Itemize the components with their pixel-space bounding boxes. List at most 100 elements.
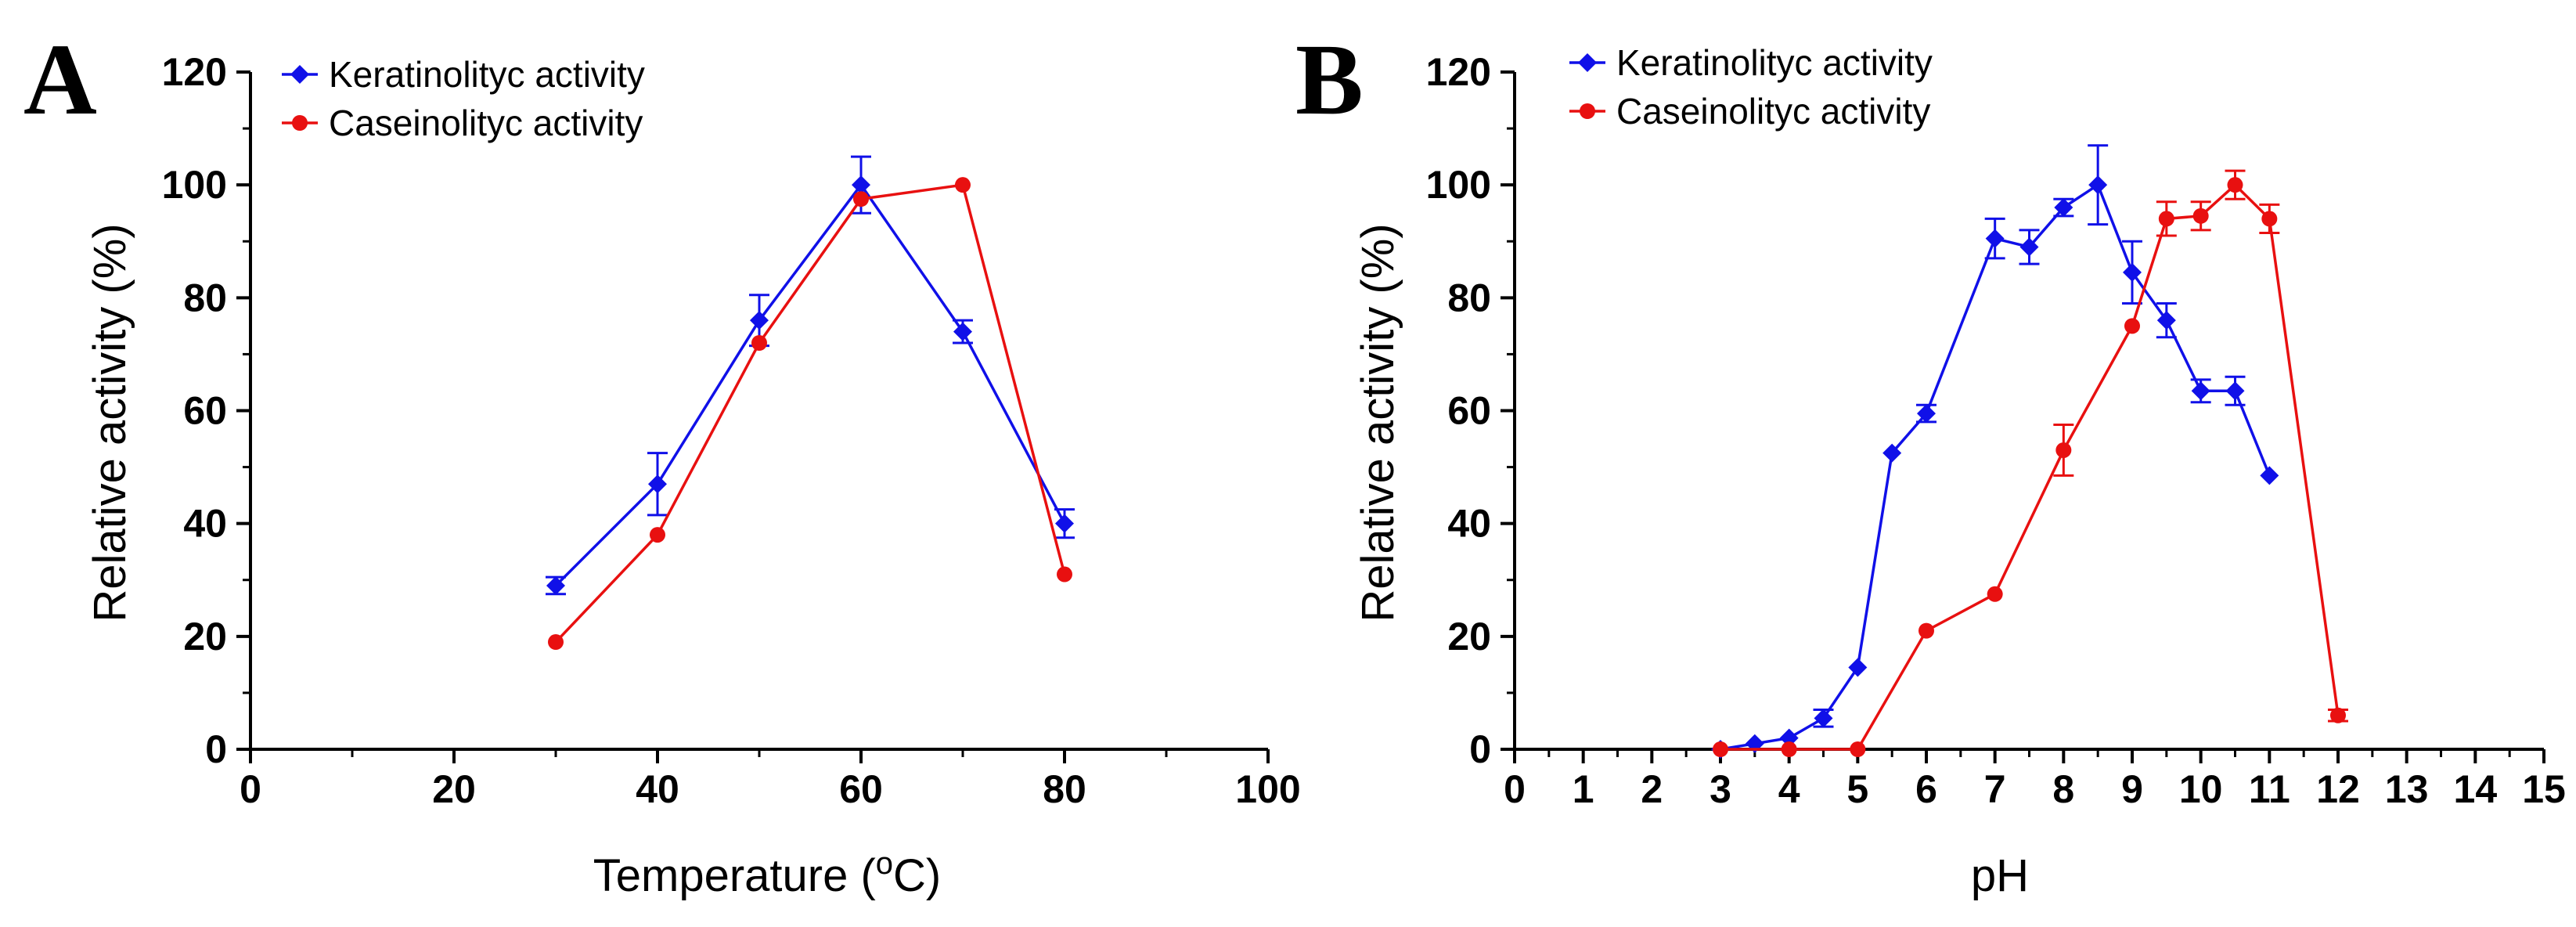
panel-b-x-tick-label: 15 <box>2522 767 2566 811</box>
panel-a-series-caseinolytic-point <box>1057 566 1072 583</box>
panel-b-series-caseinolytic-point <box>2330 707 2346 723</box>
panel-b-series-keratinolytic-point <box>1779 728 1799 748</box>
panel-b-x-tick-label: 2 <box>1641 767 1663 811</box>
panel-b-series-keratinolytic-point <box>2088 175 2108 195</box>
panel-b-series-caseinolytic-line <box>1720 182 2340 751</box>
panel-b-series-caseinolytic-point <box>1850 741 1866 757</box>
panel-b-series-keratinolytic-point <box>2054 198 2073 217</box>
panel-b-series-keratinolytic-line <box>1720 182 2271 751</box>
panel-a-x-tick-label: 0 <box>240 767 261 811</box>
panel-b-legend: Keratinolityc activity Caseinolityc activ… <box>1569 42 1933 132</box>
panel-b-series-keratinolytic-legend-label: Keratinolityc activity <box>1616 42 1933 83</box>
panel-b-series-caseinolytic-point <box>2261 211 2278 227</box>
panel-a-x-tick-label: 40 <box>636 767 679 811</box>
panel-b-x-tick-label: 4 <box>1778 767 1800 811</box>
panel-b-series-caseinolytic-point <box>1918 622 1934 639</box>
panel-b-series-caseinolytic-point <box>1713 741 1728 757</box>
panel-b-x-tick-label: 9 <box>2121 767 2143 811</box>
panel-a-y-tick-label: 100 <box>162 163 227 207</box>
panel-b-series-keratinolytic-legend-marker <box>1578 53 1597 72</box>
panel-a-series-keratinolytic-point <box>648 474 667 494</box>
panel-b-x-tick-label: 8 <box>2052 767 2074 811</box>
panel-a-x-axis-title: Temperature (oC) <box>593 846 941 901</box>
panel-b-series-keratinolytic-point <box>2019 237 2039 257</box>
panel-a-series-caseinolytic-legend-label: Caseinolityc activity <box>329 103 643 143</box>
panel-b-series-caseinolytic-legend-marker <box>1580 103 1595 119</box>
panel-b-series-keratinolytic-point <box>1985 229 2005 248</box>
panel-b-y-tick-label: 40 <box>1447 502 1491 546</box>
panel-b-y-axis-title: Relative activity (%) <box>1353 223 1403 622</box>
panel-b-x-tick-label: 10 <box>2179 767 2223 811</box>
panel-a-y-tick-label: 80 <box>183 276 227 319</box>
panel-a-x-tick-label: 20 <box>432 767 476 811</box>
panel-a-y-tick-label: 20 <box>183 615 227 658</box>
panel-a-series-caseinolytic-point <box>955 177 971 193</box>
panel-b-y-tick-label: 60 <box>1447 389 1491 433</box>
panel-b-x-tick-label: 11 <box>2249 767 2290 811</box>
panel-a-marks <box>546 155 1075 651</box>
panel-a-x-axis-title-sup: o <box>876 846 893 881</box>
panel-b-y-tick-label: 120 <box>1426 50 1491 94</box>
panel-a-series-caseinolytic-point <box>853 191 869 207</box>
panel-b-series-caseinolytic-point <box>1781 741 1797 757</box>
panel-b-letter: B <box>1295 23 1364 136</box>
panel-b-x-tick-label: 7 <box>1984 767 2006 811</box>
panel-b-x-tick-label: 1 <box>1573 767 1594 811</box>
panel-a-series-keratinolytic-legend-marker <box>290 65 309 84</box>
panel-b-series-keratinolytic-point <box>1917 404 1936 424</box>
panel-a-series-caseinolytic-point <box>650 527 665 543</box>
panel-b-x-tick-label: 14 <box>2454 767 2498 811</box>
panel-b-y-tick-label: 0 <box>1469 727 1491 771</box>
panel-a-series-keratinolytic-point <box>953 322 972 341</box>
panel-a-series-keratinolytic-point <box>1055 514 1074 533</box>
panel-b-series-caseinolytic-legend-label: Caseinolityc activity <box>1616 91 1930 132</box>
panel-b-y-tick-label: 80 <box>1447 276 1491 319</box>
panel-a-y-tick-label: 60 <box>183 389 227 433</box>
panel-a-legend: Keratinolityc activity Caseinolityc activ… <box>282 54 645 143</box>
panel-a-series-caseinolytic-legend-marker <box>292 115 308 131</box>
panel-a-series-keratinolytic-line <box>554 182 1066 587</box>
panel-a-series-caseinolytic-point <box>548 634 564 651</box>
panel-b-x-tick-label: 5 <box>1846 767 1868 811</box>
panel-b-series-keratinolytic-point <box>2123 262 2142 282</box>
panel-a-series-keratinolytic-point <box>750 311 769 330</box>
panel-a-y-tick-label: 0 <box>205 727 227 771</box>
panel-b-x-tick-label: 0 <box>1504 767 1526 811</box>
panel-a-axes: 0 20 40 60 80 100 120 0 20 40 60 80 100 <box>162 50 1301 811</box>
panel-b-x-tick-label: 3 <box>1710 767 1731 811</box>
panel-b-y-tick-label: 100 <box>1426 163 1491 207</box>
panel-b-series-keratinolytic-point <box>2156 311 2176 330</box>
panel-a-series-caseinolytic-point <box>751 335 767 351</box>
panel-b-series-keratinolytic-point <box>1814 709 1833 728</box>
panel-b-series-caseinolytic-point <box>2227 177 2243 193</box>
panel-a-letter: A <box>23 23 97 136</box>
panel-a-series-keratinolytic-point <box>546 575 565 595</box>
panel-b-series-keratinolytic-point <box>2260 466 2279 485</box>
panel-a-x-tick-label: 80 <box>1043 767 1086 811</box>
panel-a-y-tick-label: 40 <box>183 502 227 546</box>
panel-b-x-tick-label: 13 <box>2385 767 2429 811</box>
panel-b-y-tick-label: 20 <box>1447 615 1491 658</box>
panel-b-series-keratinolytic-point <box>2225 381 2245 401</box>
panel-a-x-axis-title-tail: C) <box>893 850 941 901</box>
panel-b-series-caseinolytic-point <box>2158 211 2174 227</box>
panel-b-series-caseinolytic-point <box>2055 442 2072 458</box>
panel-b-series-keratinolytic-point <box>2191 381 2210 401</box>
panel-a-x-tick-label: 60 <box>839 767 883 811</box>
panel-a-y-axis-title: Relative activity (%) <box>85 223 135 622</box>
panel-b-x-tick-label: 6 <box>1915 767 1937 811</box>
panel-a-series-keratinolytic-legend-label: Keratinolityc activity <box>329 54 645 95</box>
panel-b-x-tick-label: 12 <box>2316 767 2360 811</box>
panel-a-y-tick-label: 120 <box>162 50 227 94</box>
panel-b-series-keratinolytic-point <box>1848 658 1868 677</box>
panel-a-x-tick-label: 100 <box>1235 767 1300 811</box>
panel-a-series-caseinolytic-line <box>554 183 1066 644</box>
panel-b-series-caseinolytic-point <box>1987 586 2003 602</box>
panel-b-series-keratinolytic-point <box>1882 443 1902 463</box>
panel-a-x-axis-title-main: Temperature ( <box>593 850 876 901</box>
panel-b-marks <box>1711 144 2348 759</box>
panel-a: A 0 20 40 60 80 100 120 0 20 40 60 80 100 Keratinoli… <box>23 23 1301 901</box>
